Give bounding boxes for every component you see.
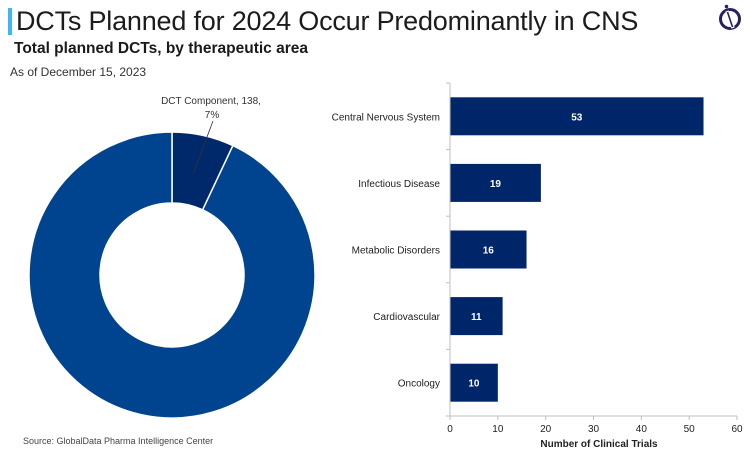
chart-subtitle: Total planned DCTs, by therapeutic area bbox=[14, 40, 308, 57]
bar-data-label: 11 bbox=[471, 312, 482, 323]
page-title: DCTs Planned for 2024 Occur Predominantl… bbox=[16, 6, 639, 36]
category-label: Oncology bbox=[398, 379, 440, 390]
bar-infectious-disease bbox=[450, 163, 541, 202]
category-label: Infectious Disease bbox=[358, 179, 440, 190]
x-tick-label: 0 bbox=[447, 424, 453, 435]
bar-data-label: 19 bbox=[490, 179, 502, 190]
category-label: Metabolic Disorders bbox=[352, 246, 440, 257]
donut-data-label-line1: DCT Component, 138, bbox=[161, 96, 261, 107]
x-tick-label: 20 bbox=[540, 424, 552, 435]
x-tick-label: 60 bbox=[731, 424, 743, 435]
donut-leader-line bbox=[193, 120, 214, 174]
category-label: Cardiovascular bbox=[373, 312, 440, 323]
donut-slices bbox=[28, 131, 316, 419]
bar-oncology bbox=[450, 363, 498, 402]
x-tick-label: 50 bbox=[684, 424, 696, 435]
bar-cardiovascular bbox=[450, 297, 503, 336]
bar-data-label: 53 bbox=[571, 112, 583, 123]
as-of-date: As of December 15, 2023 bbox=[10, 65, 147, 79]
bar-marks: 53 19 16 11 10 bbox=[450, 97, 704, 402]
x-axis-title: Number of Clinical Trials bbox=[540, 439, 658, 450]
title-accent-bar bbox=[8, 8, 12, 35]
x-tick-label: 40 bbox=[636, 424, 648, 435]
x-tick-label: 30 bbox=[588, 424, 600, 435]
globaldata-logo-icon bbox=[719, 4, 741, 30]
bar-data-label: 16 bbox=[483, 246, 495, 257]
source-note: Source: GlobalData Pharma Intelligence C… bbox=[23, 436, 214, 446]
donut-data-label-line2: 7% bbox=[205, 110, 220, 121]
donut-slice-other bbox=[28, 131, 316, 419]
bar-central-nervous-system bbox=[450, 97, 704, 136]
x-tick-label: 10 bbox=[492, 424, 504, 435]
bar-metabolic-disorders bbox=[450, 230, 527, 269]
category-label: Central Nervous System bbox=[332, 112, 440, 123]
bar-axes: Central Nervous System Infectious Disease… bbox=[332, 82, 743, 435]
bar-data-label: 10 bbox=[468, 379, 480, 390]
